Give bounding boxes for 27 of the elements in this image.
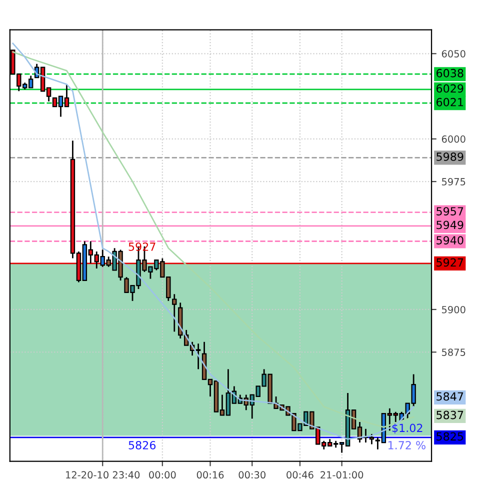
x-tick-label: 00:16 (196, 471, 224, 479)
candlestick (172, 293, 177, 332)
x-tick-label: 12-20-10 23:40 (66, 471, 140, 479)
ref-line-label: 5825 (436, 432, 464, 441)
ref-line-label: 5927 (436, 258, 464, 267)
ref-line-label: 6038 (436, 68, 464, 78)
x-tick-label: 00:30 (238, 471, 266, 479)
x-tick-label: 00:00 (149, 471, 176, 479)
annotation: 5927 (128, 242, 156, 251)
annotation: $1.02 (392, 424, 422, 434)
y-tick-label: 5900 (442, 306, 466, 314)
ref-line-label: 5949 (436, 220, 464, 230)
text: 5837 (436, 410, 464, 420)
y-tick-label: 5875 (442, 348, 466, 356)
y-tick-label: 5975 (442, 178, 466, 186)
ref-line-label: 5957 (436, 207, 464, 216)
y-tick-label: 6000 (442, 135, 466, 143)
x-tick-label: 00:46 (286, 471, 314, 479)
ref-line-label: 6021 (436, 98, 463, 106)
ref-line-label: 5940 (436, 236, 464, 244)
ref-line-label: 5989 (436, 152, 464, 161)
y-tick-label: 6050 (442, 50, 466, 58)
x-tick-label: 21-01:00 (320, 471, 364, 479)
annotation: 1.72 % (388, 440, 426, 450)
ref-line-label: 6029 (436, 84, 464, 93)
text: 5847 (436, 392, 464, 401)
annotation: 5826 (128, 440, 156, 450)
